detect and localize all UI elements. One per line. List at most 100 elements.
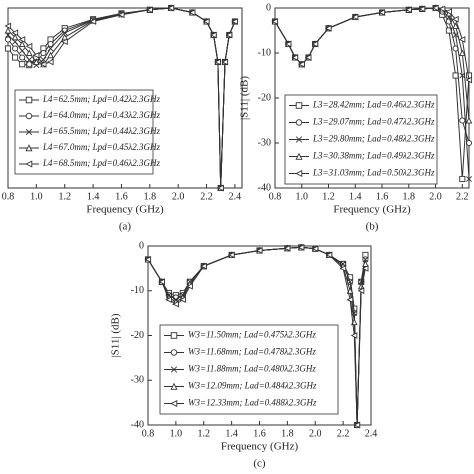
data-point [362, 260, 369, 267]
data-point [47, 45, 54, 52]
legend-label: L3=28.42mm; Lad=0.46λ2.3GHz [312, 100, 435, 110]
data-point [231, 18, 238, 25]
data-point [431, 4, 439, 12]
data-point [210, 31, 217, 39]
data-point [144, 256, 152, 263]
data-point [452, 72, 459, 79]
data-point [202, 18, 210, 25]
data-point [165, 296, 172, 304]
legend-label: W3=11.88mm; Lad=0.480λ2.3GHz [188, 364, 316, 374]
data-point [61, 38, 68, 46]
legend-label: L3=29.07mm; Lad=0.47λ2.3GHz [312, 117, 435, 127]
data-point [339, 265, 347, 272]
data-point [61, 33, 69, 41]
legend-label: L3=29.80mm; Lad=0.48λ2.3GHz [312, 134, 435, 144]
legend-marker [25, 112, 33, 120]
x-tick-label: 1.8 [281, 428, 294, 439]
x-tick-label: 1.4 [349, 191, 362, 202]
data-point [25, 42, 33, 50]
x-tick-label: 0.8 [142, 428, 155, 439]
y-tick-label: 0 [139, 240, 144, 251]
x-tick-label: 1.6 [253, 428, 266, 439]
x-tick-label: 2.0 [309, 428, 322, 439]
data-point [25, 49, 33, 57]
data-point [217, 184, 224, 192]
data-point [325, 251, 333, 259]
legend-label: L4=67.0mm; Lpd=0.45λ2.3GHz [42, 142, 161, 152]
x-tick-label: 1.2 [322, 191, 335, 202]
data-point [311, 40, 319, 48]
data-point [452, 15, 459, 23]
y-axis-label: |S11| (dB) [239, 76, 251, 120]
data-point [146, 6, 153, 14]
data-point [378, 9, 386, 16]
legend-marker [295, 152, 303, 160]
data-point [4, 36, 12, 43]
data-point [357, 287, 365, 295]
data-point [47, 40, 54, 48]
data-point [452, 22, 459, 30]
x-tick-label: 1.2 [58, 191, 71, 202]
series-line [274, 7, 470, 81]
x-axis-label: Frequency (GHz) [333, 204, 411, 216]
legend-label: L4=68.5mm; Lpd=0.46λ2.3GHz [42, 158, 161, 168]
data-point [40, 49, 47, 57]
data-point [418, 5, 426, 13]
data-point [4, 22, 12, 30]
y-tick-label: -20 [131, 330, 144, 341]
x-tick-label: 1.8 [403, 191, 416, 202]
data-point [466, 176, 472, 182]
y-tick-label: 0 [266, 2, 271, 13]
data-point [172, 300, 179, 308]
data-point [39, 60, 47, 68]
data-point [225, 31, 233, 39]
legend-label: L4=64.0mm; Lpd=0.43λ2.3GHz [42, 110, 161, 120]
data-point [459, 117, 466, 124]
x-tick-label: 2.2 [337, 428, 350, 439]
data-point [405, 6, 412, 14]
x-tick-label: 1.0 [170, 428, 183, 439]
data-point [179, 296, 186, 304]
data-point [458, 36, 466, 43]
data-point [297, 244, 305, 251]
data-point [459, 175, 466, 183]
x-tick-label: 1.0 [30, 191, 43, 202]
data-point [346, 296, 354, 304]
legend-marker [170, 349, 178, 356]
data-point [158, 278, 165, 286]
x-tick-label: 2.2 [456, 191, 469, 202]
x-tick-label: 2.0 [429, 191, 442, 202]
x-tick-label: 1.2 [198, 428, 211, 439]
chart-title: (b) [366, 221, 379, 233]
y-tick-label: -40 [131, 419, 144, 430]
x-tick-label: 1.4 [87, 191, 100, 202]
data-point [61, 29, 68, 36]
legend-label: W3=12.09mm; Lad=0.484λ2.3GHz [188, 381, 317, 391]
data-point [32, 51, 40, 59]
data-point [47, 51, 54, 59]
data-point [350, 332, 358, 339]
data-point [4, 45, 12, 52]
data-point [324, 24, 332, 32]
data-point [214, 58, 221, 66]
data-point [186, 282, 193, 290]
x-tick-label: 1.4 [225, 428, 238, 439]
x-axis-label: Frequency (GHz) [221, 441, 299, 453]
x-tick-label: 2.4 [365, 428, 378, 439]
data-point [298, 60, 305, 68]
legend-marker [25, 144, 33, 152]
legend-marker [295, 102, 303, 109]
data-point [465, 76, 473, 84]
data-point [19, 54, 26, 61]
legend-marker [25, 128, 33, 136]
data-point [188, 9, 196, 16]
legend-marker [170, 332, 178, 339]
data-point [11, 33, 19, 41]
x-tick-label: 1.6 [376, 191, 389, 202]
data-point [255, 247, 263, 254]
data-point [228, 251, 235, 259]
data-point [89, 18, 97, 25]
legend-label: W3=12.33mm; Lad=0.488λ2.3GHz [188, 398, 317, 408]
data-point [221, 58, 229, 66]
legend-marker [170, 399, 178, 408]
